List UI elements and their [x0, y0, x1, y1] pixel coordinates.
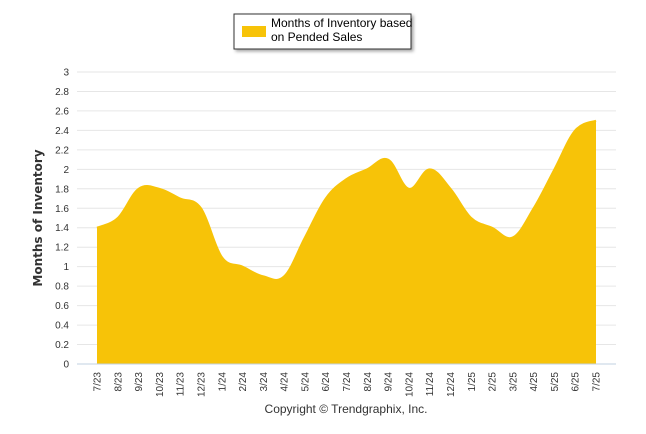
x-tick-label: 2/25 [488, 372, 499, 392]
legend-label-line-2: on Pended Sales [271, 30, 362, 44]
x-tick-label: 8/24 [363, 372, 374, 392]
x-tick-label: 12/23 [196, 372, 207, 397]
x-tick-label: 7/23 [93, 372, 104, 392]
y-tick-label: 0.6 [55, 301, 69, 312]
x-tick-label: 6/24 [321, 372, 332, 392]
x-tick-label: 3/24 [259, 372, 270, 392]
x-tick-label: 11/23 [176, 372, 187, 397]
x-tick-label: 6/25 [571, 372, 582, 392]
x-tick-label: 9/24 [384, 372, 395, 392]
x-tick-label: 4/24 [280, 372, 291, 392]
x-tick-label: 8/23 [113, 372, 124, 392]
legend-swatch [242, 26, 266, 37]
y-axis-title: Months of Inventory [31, 149, 45, 286]
x-tick-label: 11/24 [425, 372, 436, 397]
y-tick-label: 2.6 [55, 106, 69, 117]
x-tick-label: 12/24 [446, 372, 457, 397]
x-tick-label: 1/24 [217, 372, 228, 392]
y-tick-label: 2.4 [55, 126, 69, 137]
x-tick-label: 2/24 [238, 372, 249, 392]
x-tick-label: 7/24 [342, 372, 353, 392]
x-tick-label: 4/25 [529, 372, 540, 392]
x-axis-ticks: 7/23 8/23 9/23 10/23 11/23 12/23 1/24 2/24 3/24 4… [93, 372, 603, 397]
y-tick-label: 1 [63, 262, 69, 273]
y-tick-label: 0.4 [55, 321, 69, 332]
x-tick-label: 7/25 [592, 372, 603, 392]
y-tick-label: 2 [63, 165, 69, 176]
x-tick-label: 10/24 [404, 372, 415, 397]
y-tick-label: 1.8 [55, 184, 69, 195]
y-tick-label: 0.8 [55, 282, 69, 293]
legend: Months of Inventory based on Pended Sale… [233, 13, 412, 50]
copyright-text: Copyright © Trendgraphix, Inc. [265, 402, 428, 416]
x-tick-label: 10/23 [155, 372, 166, 397]
y-tick-label: 2.8 [55, 87, 69, 98]
x-tick-label: 5/24 [300, 372, 311, 392]
x-tick-label: 3/25 [508, 372, 519, 392]
area-series [97, 120, 596, 365]
y-tick-label: 3 [63, 68, 69, 79]
y-tick-label: 0 [63, 360, 69, 371]
y-tick-label: 1.6 [55, 204, 69, 215]
x-tick-label: 5/25 [550, 372, 561, 392]
y-tick-label: 1.2 [55, 243, 69, 254]
series-area [96, 119, 597, 365]
legend-label-line-1: Months of Inventory based [271, 16, 412, 30]
x-tick-label: 9/23 [134, 372, 145, 392]
x-tick-label: 1/25 [467, 372, 478, 392]
y-axis-ticks: 0 0.2 0.4 0.6 0.8 1 1.2 1.4 1.6 1.8 2 2.2 2.4 2.6 2.8 3 [55, 68, 69, 371]
y-tick-label: 0.2 [55, 340, 69, 351]
y-tick-label: 1.4 [55, 223, 69, 234]
y-tick-label: 2.2 [55, 145, 69, 156]
